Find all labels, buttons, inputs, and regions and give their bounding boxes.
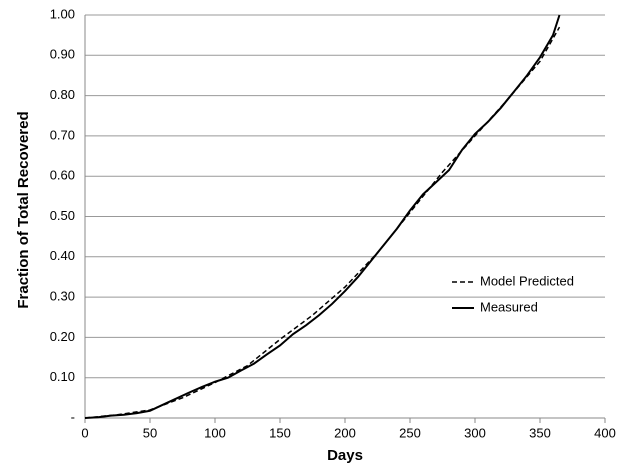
x-tick-label: 350 xyxy=(529,425,551,440)
legend-label: Model Predicted xyxy=(480,273,574,288)
y-tick-label: 0.70 xyxy=(50,127,75,142)
data-line xyxy=(84,14,561,419)
x-tick-label: 300 xyxy=(464,425,486,440)
x-tick-label: 0 xyxy=(81,425,88,440)
x-tick-label: 150 xyxy=(269,425,291,440)
x-tick-label: 250 xyxy=(399,425,421,440)
x-axis-title: Days xyxy=(327,447,363,464)
y-tick-label: 0.80 xyxy=(50,87,75,102)
y-axis-title: Fraction of Total Recovered xyxy=(15,111,32,308)
y-tick-label: 0.90 xyxy=(50,47,75,62)
y-tick-label: 0.40 xyxy=(50,248,75,263)
x-tick-label: 200 xyxy=(334,425,356,440)
x-tick-label: 100 xyxy=(204,425,226,440)
x-tick-label: 50 xyxy=(143,425,157,440)
legend-label: Measured xyxy=(480,299,538,314)
y-tick-label: 0.10 xyxy=(50,369,75,384)
y-tick-label: 0.60 xyxy=(50,168,75,183)
y-tick-label: 0.30 xyxy=(50,289,75,304)
y-tick-label: 0.20 xyxy=(50,329,75,344)
y-tick-label: 1.00 xyxy=(50,6,75,21)
y-tick-label: 0.50 xyxy=(50,208,75,223)
data-line xyxy=(84,26,561,419)
x-tick-label: 400 xyxy=(594,425,616,440)
y-tick-label: - xyxy=(71,409,75,424)
